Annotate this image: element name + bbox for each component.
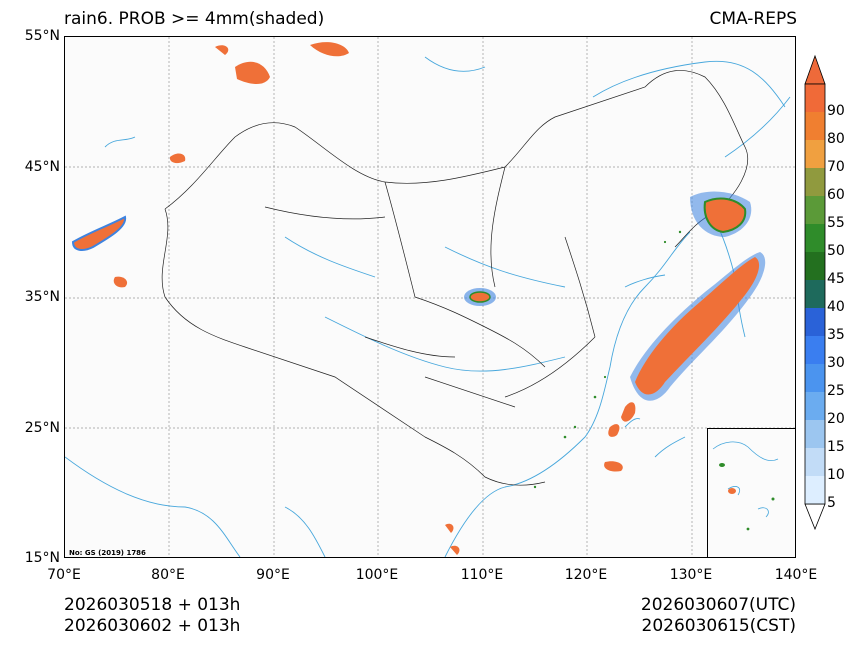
colorbar-tick-label: 80 — [827, 131, 845, 147]
lon-label-100: 100°E — [355, 567, 399, 583]
lon-label-120: 120°E — [564, 567, 608, 583]
colorbar-cell — [805, 140, 825, 168]
lat-label-15: 15°N — [24, 550, 60, 566]
lat-label-25: 25°N — [24, 420, 60, 436]
colorbar-cell — [805, 336, 825, 364]
colorbar-cell — [805, 308, 825, 336]
colorbar-tick-label: 15 — [827, 439, 845, 455]
colorbar-cell — [805, 280, 825, 308]
colorbar-tick-label: 45 — [827, 271, 845, 287]
colorbar-tick-label: 5 — [827, 495, 836, 511]
lon-label-90: 90°E — [256, 567, 290, 583]
colorbar-tick-label: 70 — [827, 159, 845, 175]
lat-label-55: 55°N — [24, 28, 60, 44]
map-canvas — [64, 37, 795, 558]
colorbar-frame — [804, 83, 826, 505]
country-borders — [161, 70, 748, 486]
colorbar-extension-bottom — [804, 503, 826, 531]
colorbar-cell — [805, 196, 825, 224]
map-panel[interactable]: No: GS (2019) 1786 — [64, 36, 796, 558]
colorbar-tick-label: 20 — [827, 411, 845, 427]
colorbar-tick-label: 10 — [827, 467, 845, 483]
colorbar-tick-label: 60 — [827, 187, 845, 203]
inset-map[interactable] — [707, 428, 796, 558]
valid-time-utc: 2026030607(UTC) — [640, 595, 796, 615]
lat-label-45: 45°N — [24, 159, 60, 175]
map-title: rain6. PROB >= 4mm(shaded) — [64, 9, 325, 29]
lon-label-70: 70°E — [47, 567, 81, 583]
colorbar-tick-label: 55 — [827, 215, 845, 231]
colorbar-cell — [805, 224, 825, 252]
precip-noise — [533, 230, 682, 489]
precip-shading — [71, 42, 766, 555]
colorbar-cell — [805, 252, 825, 280]
colorbar-tick-label: 25 — [827, 383, 845, 399]
colorbar-cell — [805, 112, 825, 140]
colorbar-cell — [805, 476, 825, 504]
lat-label-35: 35°N — [24, 289, 60, 305]
lon-label-140: 140°E — [774, 567, 818, 583]
colorbar-tick-label: 50 — [827, 243, 845, 259]
model-name: CMA-REPS — [709, 9, 797, 29]
colorbar-cell — [805, 168, 825, 196]
lon-label-110: 110°E — [460, 567, 504, 583]
colorbar-tick-label: 30 — [827, 355, 845, 371]
colorbar-tick-label: 90 — [827, 103, 845, 119]
graticule — [65, 37, 795, 557]
coastlines — [64, 56, 791, 558]
init-time-utc: 2026030518 + 013h — [64, 595, 241, 615]
map-approval-note: No: GS (2019) 1786 — [69, 549, 146, 557]
colorbar-cell — [805, 448, 825, 476]
colorbar-extension-top — [804, 54, 826, 85]
init-time-cst: 2026030602 + 013h — [64, 616, 241, 636]
colorbar-cell — [805, 364, 825, 392]
colorbar-cell — [805, 420, 825, 448]
valid-time-cst: 2026030615(CST) — [641, 616, 796, 636]
colorbar — [804, 54, 826, 531]
colorbar-tick-label: 40 — [827, 299, 845, 315]
lon-label-130: 130°E — [669, 567, 713, 583]
colorbar-cell — [805, 392, 825, 420]
lon-label-80: 80°E — [151, 567, 185, 583]
colorbar-cell — [805, 84, 825, 112]
colorbar-tick-label: 35 — [827, 327, 845, 343]
inset-canvas — [712, 441, 779, 531]
